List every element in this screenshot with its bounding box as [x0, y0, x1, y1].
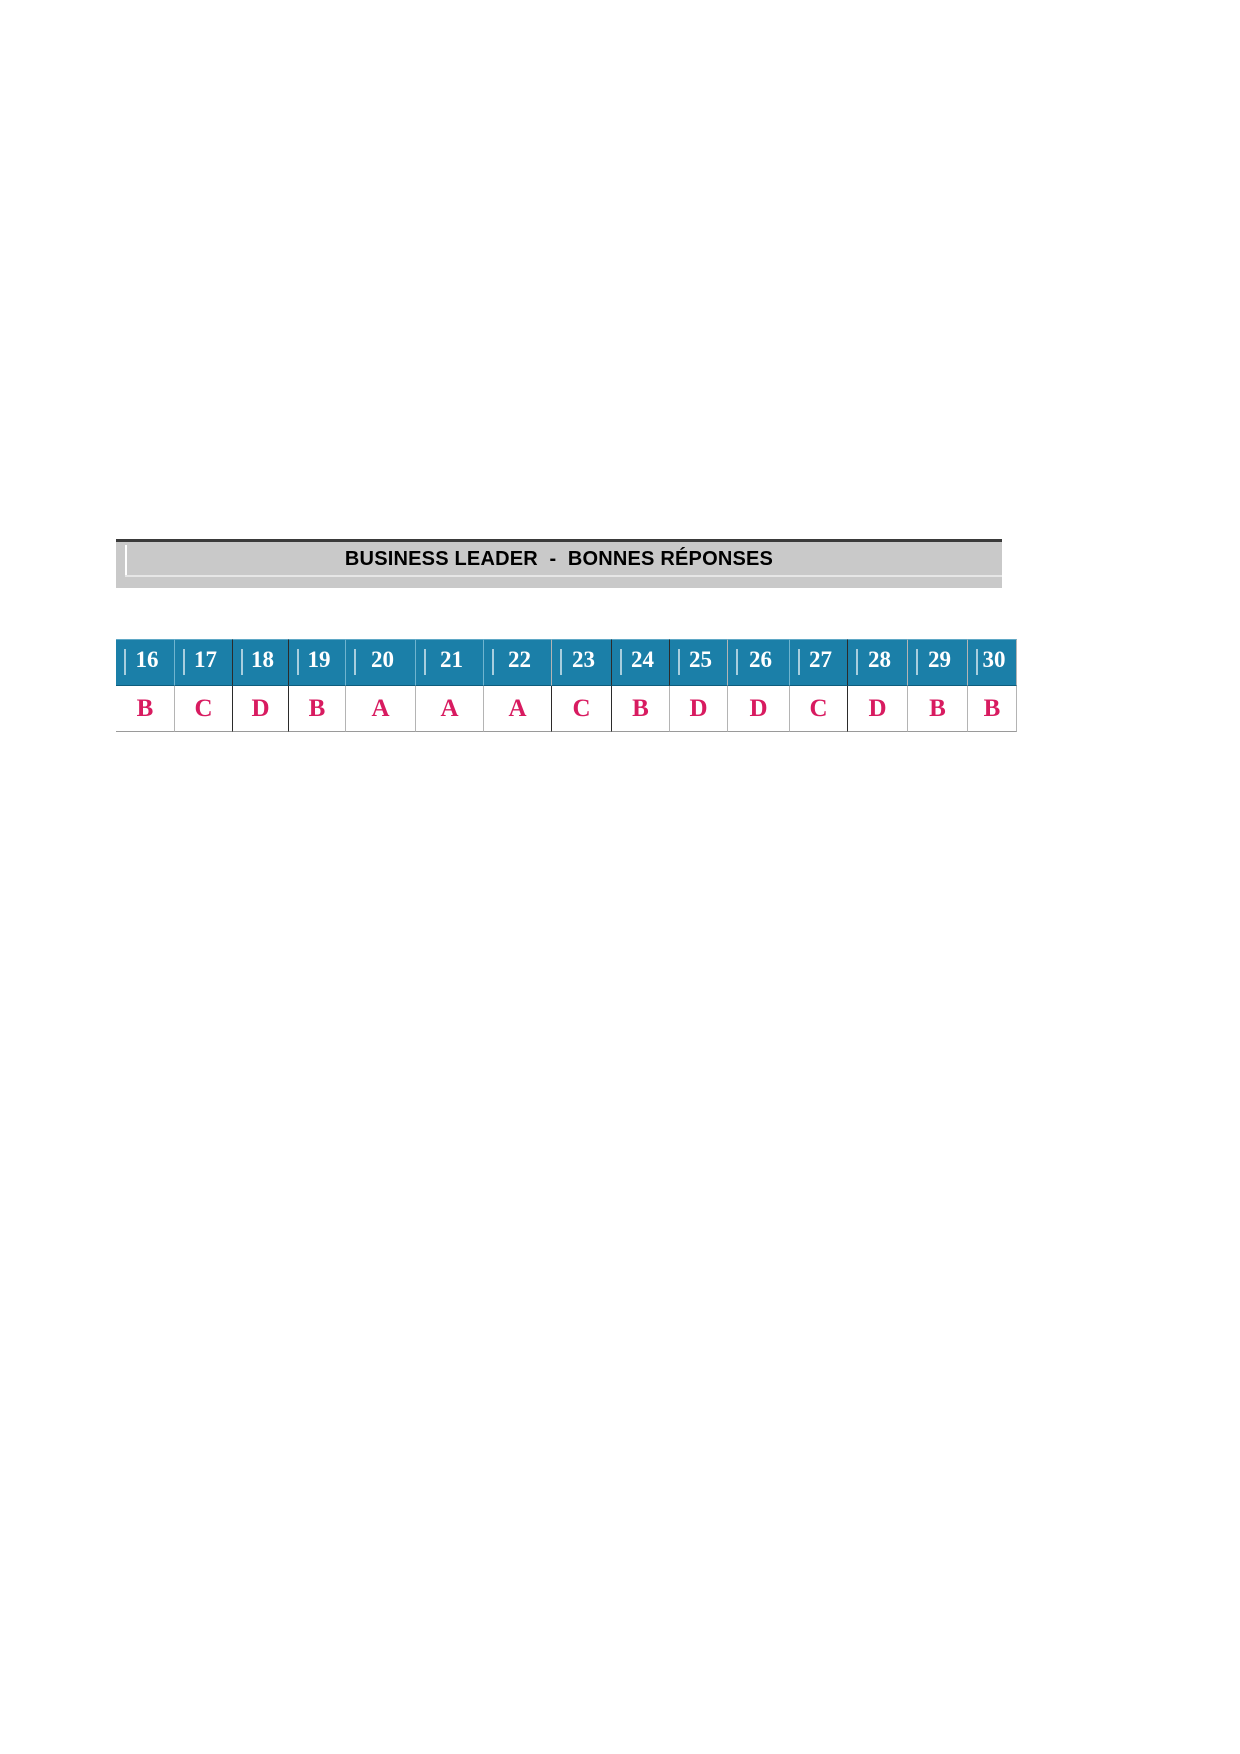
question-number-label: 25: [689, 646, 712, 672]
cell-tick-mark: [424, 649, 426, 675]
answer-letter-cell: C: [551, 686, 611, 732]
question-number-cell: 28: [847, 639, 907, 686]
question-number-label: 21: [440, 646, 463, 672]
answer-letter-cell: A: [415, 686, 483, 732]
question-number-label: 24: [631, 646, 654, 672]
cell-tick-mark: [976, 649, 978, 675]
question-number-label: 28: [868, 646, 891, 672]
question-number-cell: 20: [345, 639, 415, 686]
answer-letter-cell: D: [847, 686, 907, 732]
cell-tick-mark: [354, 649, 356, 675]
answer-letter-cell: D: [669, 686, 727, 732]
answer-letter-label: C: [809, 694, 828, 722]
cell-tick-mark: [241, 649, 243, 675]
banner-bottom-rule: [125, 575, 1002, 577]
cell-tick-mark: [736, 649, 738, 675]
cell-tick-mark: [560, 649, 562, 675]
answer-key-table: 16 17 18 19 20 21 22 23 24 25 26 27 28 29 30 B C D B A A A C B…: [116, 639, 1017, 732]
answer-letter-label: A: [371, 694, 390, 722]
answer-letter-label: A: [440, 694, 459, 722]
question-number-cell: 24: [611, 639, 669, 686]
question-number-cell: 18: [232, 639, 288, 686]
question-number-row: 16 17 18 19 20 21 22 23 24 25 26 27 28 29 30: [116, 639, 1017, 686]
question-number-label: 16: [135, 646, 159, 672]
answer-letter-cell: B: [611, 686, 669, 732]
cell-tick-mark: [678, 649, 680, 675]
question-number-cell: 30: [967, 639, 1017, 686]
answer-letter-label: B: [632, 694, 649, 722]
answer-letter-label: C: [194, 694, 213, 722]
banner-left-rule: [125, 545, 127, 576]
answer-letter-label: D: [689, 694, 708, 722]
answer-letter-label: B: [136, 694, 154, 722]
question-number-cell: 26: [727, 639, 789, 686]
question-number-cell: 23: [551, 639, 611, 686]
title-banner: BUSINESS LEADER - BONNES RÉPONSES: [116, 539, 1002, 588]
question-number-label: 29: [928, 646, 951, 672]
answer-letter-label: D: [749, 694, 768, 722]
question-number-cell: 21: [415, 639, 483, 686]
question-number-label: 17: [194, 646, 217, 672]
cell-tick-mark: [916, 649, 918, 675]
answer-letter-cell: A: [345, 686, 415, 732]
cell-tick-mark: [620, 649, 622, 675]
answer-letter-cell: B: [967, 686, 1017, 732]
question-number-label: 18: [251, 646, 274, 672]
question-number-cell: 25: [669, 639, 727, 686]
answer-letter-label: C: [572, 694, 591, 722]
cell-tick-mark: [798, 649, 800, 675]
question-number-label: 22: [508, 646, 531, 672]
question-number-label: 20: [371, 646, 394, 672]
answer-letter-label: D: [868, 694, 887, 722]
question-number-cell: 29: [907, 639, 967, 686]
answer-letter-cell: B: [907, 686, 967, 732]
answer-letter-label: D: [251, 694, 270, 722]
answer-letter-cell: A: [483, 686, 551, 732]
page-title: BUSINESS LEADER - BONNES RÉPONSES: [344, 548, 774, 570]
answer-letter-cell: C: [174, 686, 232, 732]
answer-letter-label: B: [308, 694, 326, 722]
cell-tick-mark: [856, 649, 858, 675]
question-number-label: 19: [307, 646, 331, 672]
question-number-label: 26: [749, 646, 772, 672]
cell-tick-mark: [492, 649, 494, 675]
question-number-cell: 16: [116, 639, 174, 686]
answer-letter-cell: D: [727, 686, 789, 732]
question-number-cell: 17: [174, 639, 232, 686]
cell-tick-mark: [297, 649, 299, 675]
answer-letter-cell: B: [116, 686, 174, 732]
question-number-label: 30: [982, 646, 1006, 672]
cell-tick-mark: [183, 649, 185, 675]
answer-letter-label: B: [983, 694, 1001, 722]
answer-letter-cell: B: [288, 686, 345, 732]
question-number-label: 23: [572, 646, 595, 672]
cell-tick-mark: [124, 649, 126, 675]
question-number-cell: 22: [483, 639, 551, 686]
question-number-cell: 19: [288, 639, 345, 686]
answer-letter-label: A: [508, 694, 527, 722]
question-number-label: 27: [809, 646, 832, 672]
answer-letter-cell: C: [789, 686, 847, 732]
answer-letter-label: B: [929, 694, 946, 722]
question-number-cell: 27: [789, 639, 847, 686]
answer-letter-cell: D: [232, 686, 288, 732]
